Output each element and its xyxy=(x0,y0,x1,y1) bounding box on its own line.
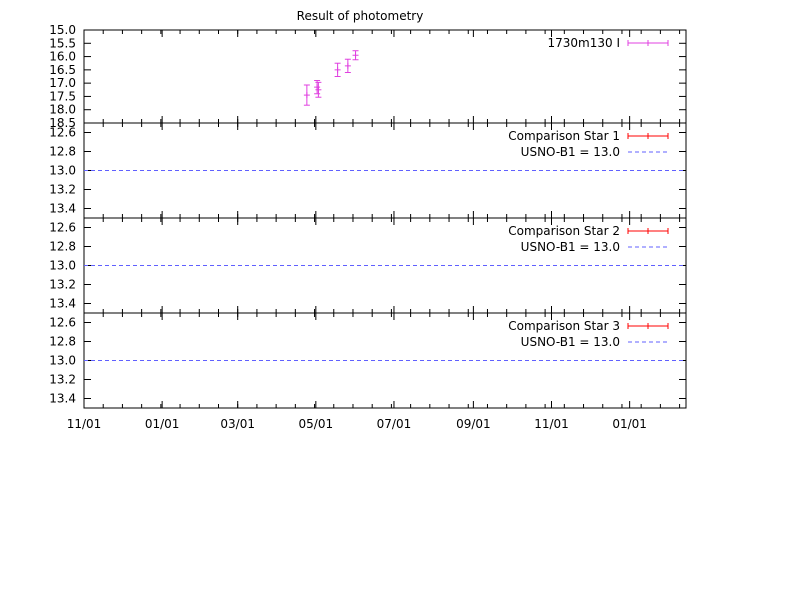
y-tick-label: 13.4 xyxy=(49,297,76,311)
y-tick-label: 13.4 xyxy=(49,392,76,406)
y-tick-label: 18.5 xyxy=(49,116,76,130)
y-tick-label: 16.0 xyxy=(49,50,76,64)
y-tick-label: 13.0 xyxy=(49,259,76,273)
y-tick-label: 18.0 xyxy=(49,103,76,117)
y-tick-label: 17.0 xyxy=(49,76,76,90)
y-tick-label: 12.8 xyxy=(49,335,76,349)
legend-label: Comparison Star 3 xyxy=(508,319,620,333)
y-tick-label: 13.0 xyxy=(49,354,76,368)
legend-label: Comparison Star 1 xyxy=(508,129,620,143)
y-tick-label: 15.5 xyxy=(49,36,76,50)
x-tick-label: 01/01 xyxy=(612,417,647,431)
legend-label: USNO-B1 = 13.0 xyxy=(521,335,620,349)
legend-label: 1730m130 I xyxy=(548,36,621,50)
y-tick-label: 12.6 xyxy=(49,221,76,235)
x-tick-label: 09/01 xyxy=(456,417,491,431)
x-tick-label: 05/01 xyxy=(299,417,334,431)
y-tick-label: 12.6 xyxy=(49,316,76,330)
legend-label: USNO-B1 = 13.0 xyxy=(521,145,620,159)
y-tick-label: 15.0 xyxy=(49,23,76,37)
y-tick-label: 13.2 xyxy=(49,183,76,197)
y-tick-label: 17.5 xyxy=(49,89,76,103)
y-tick-label: 16.5 xyxy=(49,63,76,77)
y-tick-label: 13.2 xyxy=(49,278,76,292)
y-tick-label: 12.6 xyxy=(49,126,76,140)
y-tick-label: 13.2 xyxy=(49,373,76,387)
chart-title: Result of photometry xyxy=(297,9,424,23)
y-tick-label: 13.0 xyxy=(49,164,76,178)
x-tick-label: 03/01 xyxy=(220,417,255,431)
x-tick-label: 01/01 xyxy=(145,417,180,431)
y-tick-label: 12.8 xyxy=(49,240,76,254)
x-tick-label: 11/01 xyxy=(534,417,569,431)
y-tick-label: 12.8 xyxy=(49,145,76,159)
x-tick-label: 07/01 xyxy=(377,417,412,431)
legend-label: Comparison Star 2 xyxy=(508,224,620,238)
y-tick-label: 13.4 xyxy=(49,202,76,216)
legend-label: USNO-B1 = 13.0 xyxy=(521,240,620,254)
x-tick-label: 11/01 xyxy=(67,417,102,431)
